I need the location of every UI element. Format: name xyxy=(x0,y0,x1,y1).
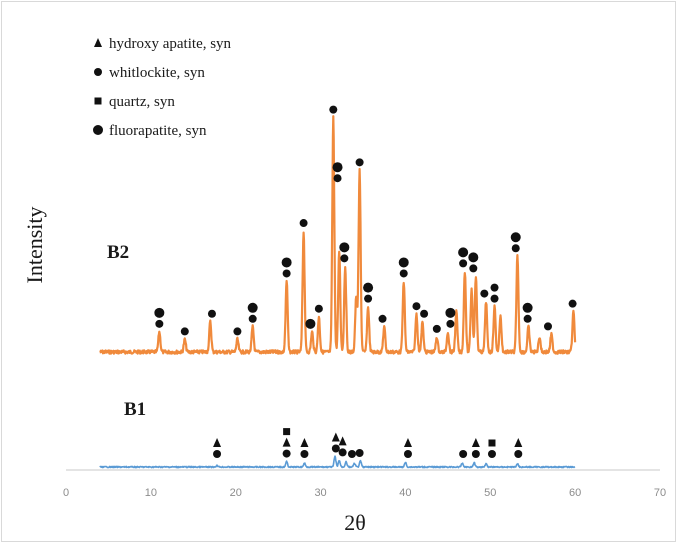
b2-peak-marker-circle xyxy=(364,294,373,303)
x-tick-label: 10 xyxy=(145,487,157,499)
b2-peak-marker-circle xyxy=(282,269,291,278)
sample-label-b1: B1 xyxy=(124,399,146,420)
b2-peak-marker-circle xyxy=(490,294,499,303)
b2-peak-marker-circle-large xyxy=(339,242,350,253)
b1-peak-marker-triangle xyxy=(282,437,291,447)
b2-peak-marker-circle xyxy=(446,319,455,328)
b2-peak-marker-circle xyxy=(412,302,421,311)
x-axis-title: 2θ xyxy=(344,510,366,535)
b2-peak-marker-circle-large xyxy=(332,162,343,173)
b1-peak-marker-circle xyxy=(282,449,291,458)
phase-markers xyxy=(154,105,577,458)
b1-peak-marker-circle xyxy=(331,444,340,453)
b2-peak-marker-circle xyxy=(248,314,257,323)
series-b2-trace xyxy=(99,115,577,355)
legend-marker-square xyxy=(94,97,102,105)
legend-label: hydroxy apatite, syn xyxy=(109,36,232,52)
b2-peak-marker-circle xyxy=(490,283,499,292)
b2-peak-marker-circle-large xyxy=(468,252,479,263)
diffraction-traces xyxy=(99,115,577,469)
b2-peak-marker-circle xyxy=(523,314,532,323)
b2-peak-marker-circle-large xyxy=(510,232,521,243)
b1-peak-marker-circle xyxy=(213,450,222,458)
y-axis-title: Intensity xyxy=(22,207,47,284)
b1-peak-marker-triangle xyxy=(403,438,412,447)
x-tick-label: 0 xyxy=(63,487,69,499)
b2-peak-marker-circle-large xyxy=(458,247,469,258)
sample-label-b2: B2 xyxy=(107,242,129,263)
b1-peak-marker-circle xyxy=(347,450,356,458)
x-tick-label: 30 xyxy=(314,487,326,499)
b2-peak-marker-circle-large xyxy=(247,302,258,313)
legend-marker-circle-large xyxy=(93,125,103,135)
b2-peak-marker-circle-large xyxy=(154,307,165,318)
legend-label: whitlockite, syn xyxy=(109,65,205,81)
legend-marker-triangle xyxy=(94,38,102,47)
b2-peak-marker-circle xyxy=(233,327,242,336)
b2-peak-marker-circle xyxy=(459,259,468,268)
b1-peak-marker-triangle xyxy=(300,438,309,447)
b1-peak-marker-triangle xyxy=(213,438,222,447)
b1-peak-marker-triangle xyxy=(338,436,347,446)
b2-peak-marker-circle xyxy=(543,322,552,331)
b2-peak-marker-circle-large xyxy=(398,257,409,268)
legend-label: quartz, syn xyxy=(109,94,175,110)
b1-peak-marker-triangle xyxy=(514,438,523,447)
b2-peak-marker-circle xyxy=(314,304,323,313)
b2-peak-marker-circle xyxy=(568,299,577,308)
b2-peak-marker-circle xyxy=(511,244,520,253)
x-tick-labels: 0 10 20 30 40 50 60 70 xyxy=(63,487,666,499)
b2-peak-marker-circle-large xyxy=(522,302,533,313)
b1-peak-marker-circle xyxy=(300,450,309,458)
x-tick-label: 40 xyxy=(399,487,411,499)
b1-peak-marker-circle xyxy=(487,450,496,458)
b2-peak-marker-circle-large xyxy=(281,257,292,268)
b2-peak-marker-circle xyxy=(378,314,387,323)
b2-peak-marker-circle-large xyxy=(445,307,456,318)
b1-peak-marker-circle xyxy=(514,450,523,458)
x-tick-label: 20 xyxy=(230,487,242,499)
b2-peak-marker-circle-large xyxy=(363,282,374,293)
b1-peak-marker-circle xyxy=(355,449,364,457)
b2-peak-marker-circle xyxy=(299,219,308,228)
b1-peak-marker-circle xyxy=(338,448,347,457)
b2-peak-marker-circle xyxy=(399,269,408,278)
b2-peak-marker-circle xyxy=(329,105,338,114)
legend-label: fluorapatite, syn xyxy=(109,123,207,139)
b2-peak-marker-circle xyxy=(180,327,189,336)
b1-peak-marker-circle xyxy=(403,450,412,458)
b2-peak-marker-circle xyxy=(355,158,364,167)
legend: hydroxy apatite, syn whitlockite, syn quar… xyxy=(93,36,232,139)
b2-peak-marker-circle xyxy=(155,319,164,328)
b1-peak-marker-square xyxy=(488,439,496,447)
b1-peak-marker-circle xyxy=(471,450,480,458)
b2-peak-marker-circle xyxy=(432,324,441,333)
b1-peak-marker-triangle xyxy=(471,438,480,447)
x-tick-label: 70 xyxy=(654,487,666,499)
b1-peak-marker-triangle xyxy=(331,432,340,442)
b2-peak-marker-circle xyxy=(469,264,478,273)
b2-peak-marker-circle xyxy=(333,174,342,183)
x-tick-label: 50 xyxy=(484,487,496,499)
b2-peak-marker-circle xyxy=(207,309,216,318)
b1-peak-marker-circle xyxy=(459,450,468,458)
b1-peak-marker-square xyxy=(283,428,291,436)
b2-peak-marker-circle xyxy=(340,254,349,263)
b2-peak-marker-circle xyxy=(420,309,429,318)
legend-marker-circle xyxy=(94,68,102,76)
b2-peak-marker-circle-large xyxy=(305,318,316,329)
b2-peak-marker-circle xyxy=(480,289,489,298)
series-b1-trace xyxy=(99,455,576,469)
x-tick-label: 60 xyxy=(569,487,581,499)
